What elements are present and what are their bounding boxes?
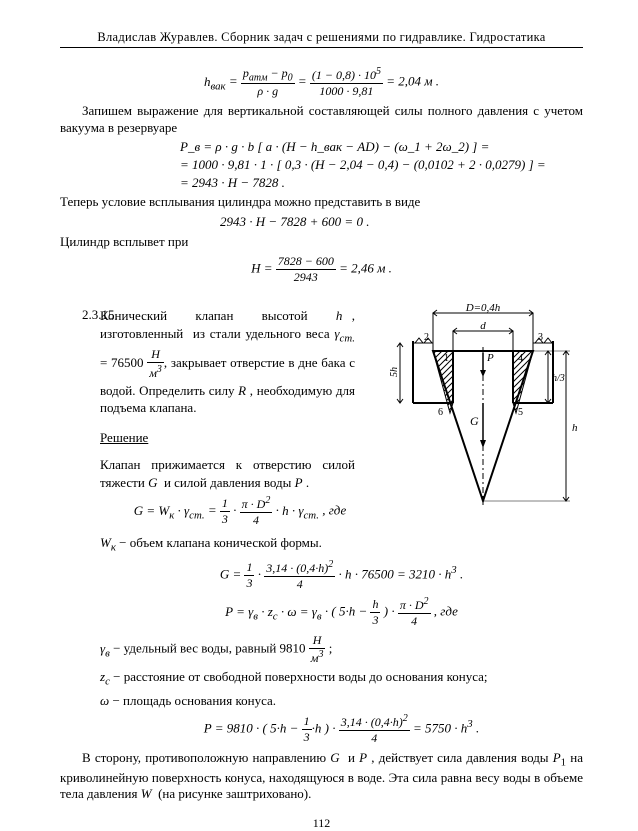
sol-p6: В сторону, противоположную направлению G… bbox=[60, 750, 583, 803]
problem-number: 2.3.15. bbox=[82, 307, 118, 323]
equation-2b: = 1000 · 9,81 · 1 · [ 0,3 · (H − 2,04 − … bbox=[180, 157, 583, 173]
svg-text:1: 1 bbox=[444, 353, 449, 364]
svg-text:D=0,4h: D=0,4h bbox=[465, 303, 501, 314]
svg-text:5: 5 bbox=[518, 407, 523, 418]
sol-p2: Wк − объем клапана конической формы. bbox=[100, 535, 583, 555]
solution-title: Решение bbox=[100, 430, 148, 445]
equation-2c: = 2943 · H − 7828 . bbox=[180, 175, 583, 191]
svg-text:G: G bbox=[470, 414, 479, 428]
para-1: Запишем выражение для вертикальной соста… bbox=[60, 103, 583, 136]
page-header: Владислав Журавлев. Сборник задач с реше… bbox=[60, 30, 583, 48]
sol-p5: ω − площадь основания конуса. bbox=[100, 693, 583, 709]
svg-text:3: 3 bbox=[538, 332, 543, 343]
equation-6: G = 13 · 3,14 · (0,4·h)24 · h · 76500 = … bbox=[100, 559, 583, 592]
equation-4: H = 7828 − 6002943 = 2,46 м . bbox=[60, 254, 583, 285]
sol-p3: γв − удельный вес воды, равный 9810 Hм3 … bbox=[100, 633, 583, 666]
page-number: 112 bbox=[60, 816, 583, 831]
equation-7: P = γв · zc · ω = γв · ( 5·h − h3 ) · π … bbox=[100, 596, 583, 629]
svg-text:h: h bbox=[572, 422, 578, 434]
equation-2a: P_в = ρ · g · b [ a · (H − h_вак − AD) −… bbox=[180, 139, 583, 155]
para-3: Цилиндр всплывет при bbox=[60, 234, 583, 250]
para-2: Теперь условие всплывания цилиндра можно… bbox=[60, 194, 583, 210]
svg-text:h/3: h/3 bbox=[552, 373, 565, 384]
sol-p1: Клапан прижимается к отверстию силой тяж… bbox=[100, 456, 355, 491]
svg-text:P: P bbox=[486, 352, 494, 364]
svg-text:6: 6 bbox=[438, 407, 443, 418]
figure-cone-valve: D=0,4h d bbox=[388, 303, 583, 522]
svg-text:5h: 5h bbox=[389, 367, 400, 377]
svg-text:4: 4 bbox=[518, 353, 523, 364]
sol-p4: zc − расстояние от свободной поверхности… bbox=[100, 669, 583, 689]
equation-hvak: hвак = pатм − p0ρ · g = (1 − 0,8) · 1051… bbox=[60, 66, 583, 99]
equation-3: 2943 · H − 7828 + 600 = 0 . bbox=[100, 214, 583, 230]
equation-8: P = 9810 · ( 5·h − 13·h ) · 3,14 · (0,4·… bbox=[100, 713, 583, 746]
problem-text: Конический клапан высотой h , изготовлен… bbox=[100, 307, 355, 416]
svg-text:2: 2 bbox=[424, 332, 429, 343]
svg-text:d: d bbox=[480, 320, 486, 332]
